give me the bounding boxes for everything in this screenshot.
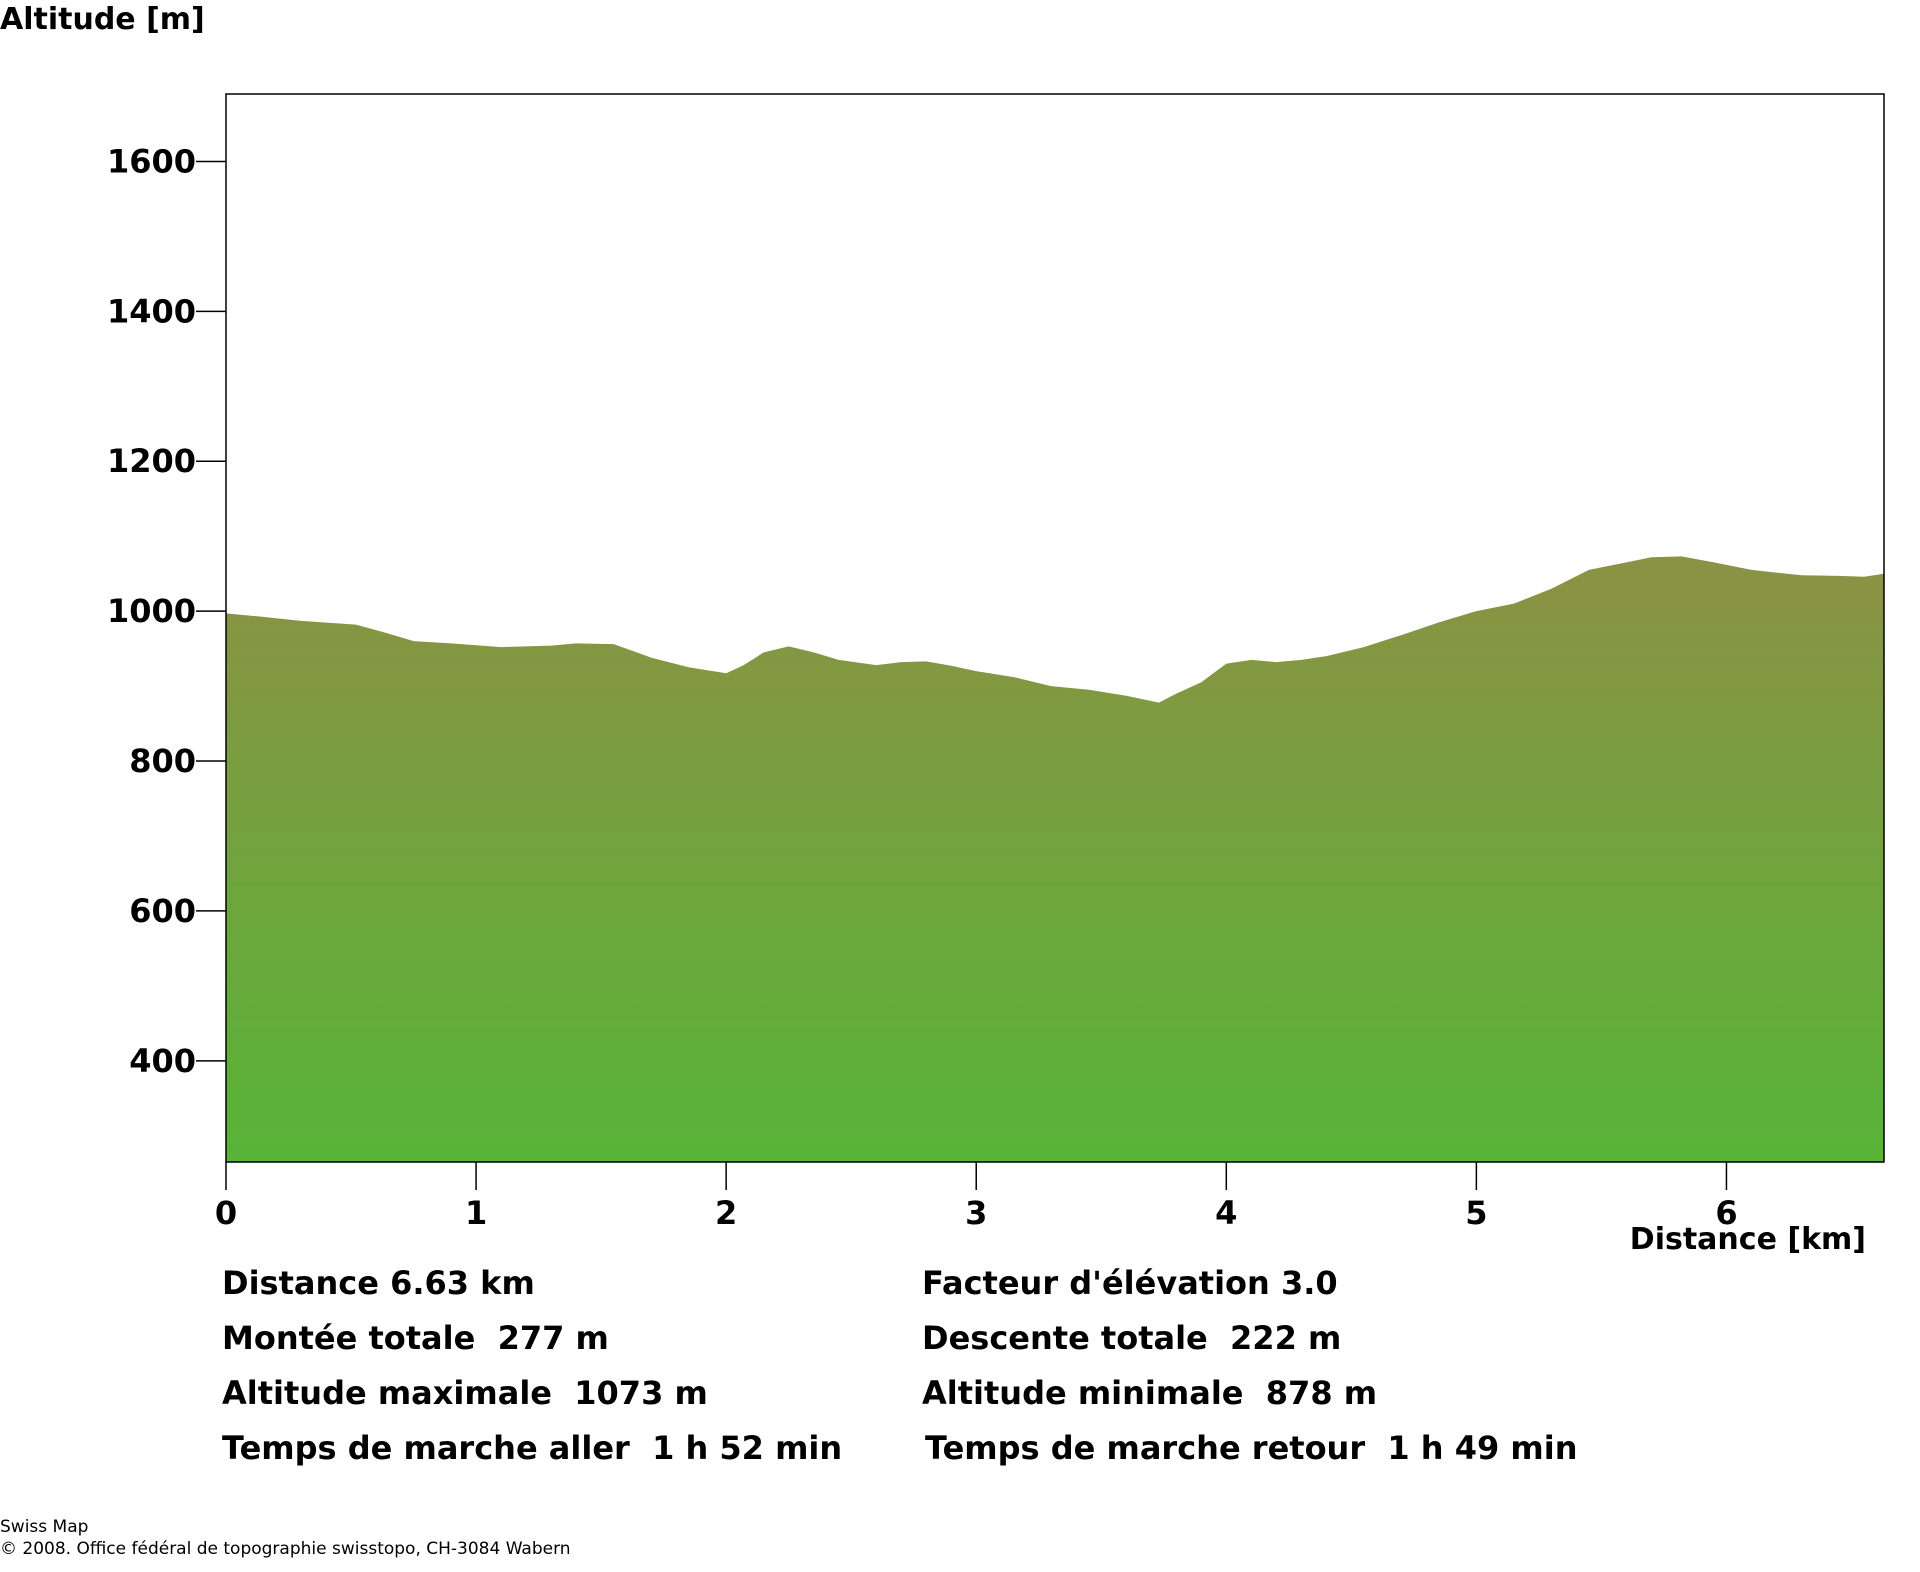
- stat-distance: Distance 6.63 km: [222, 1264, 535, 1302]
- stat-min-altitude: Altitude minimale 878 m: [922, 1374, 1378, 1412]
- credits-line-2: © 2008. Office fédéral de topographie sw…: [0, 1539, 571, 1559]
- map-credits: Swiss Map © 2008. Office fédéral de topo…: [0, 1516, 571, 1560]
- stat-total-descent: Descente totale 222 m: [922, 1319, 1342, 1357]
- y-tick-label: 1600: [107, 142, 196, 180]
- x-axis: 0 1 2 3 4 5 6: [215, 1162, 1738, 1232]
- elevation-area: [226, 556, 1884, 1162]
- plot-frame: [225, 93, 1885, 1163]
- y-tick-label: 800: [129, 742, 196, 780]
- y-axis: 400 600 800 1000 1200 1400 1600: [107, 142, 226, 1080]
- stat-walk-time-out: Temps de marche aller 1 h 52 min: [222, 1429, 843, 1467]
- y-axis-title: Altitude [m]: [0, 2, 205, 37]
- stat-walk-time-back: Temps de marche retour 1 h 49 min: [925, 1429, 1578, 1467]
- y-tick-label: 1000: [107, 592, 196, 630]
- x-tick-label: 4: [1215, 1194, 1237, 1232]
- stat-max-altitude: Altitude maximale 1073 m: [222, 1374, 708, 1412]
- y-tick-label: 1200: [107, 442, 196, 480]
- y-tick-label: 400: [129, 1042, 196, 1080]
- x-tick-label: 2: [715, 1194, 737, 1232]
- stat-total-ascent: Montée totale 277 m: [222, 1319, 609, 1357]
- credits-line-1: Swiss Map: [0, 1517, 89, 1537]
- x-tick-label: 6: [1715, 1194, 1737, 1232]
- stat-elevation-factor: Facteur d'élévation 3.0: [922, 1264, 1338, 1302]
- x-tick-label: 3: [965, 1194, 987, 1232]
- x-axis-title: Distance [km]: [1629, 1222, 1866, 1257]
- y-tick-label: 600: [129, 892, 196, 930]
- x-tick-label: 5: [1465, 1194, 1487, 1232]
- y-tick-label: 1400: [107, 292, 196, 330]
- x-tick-label: 0: [215, 1194, 237, 1232]
- x-tick-label: 1: [465, 1194, 487, 1232]
